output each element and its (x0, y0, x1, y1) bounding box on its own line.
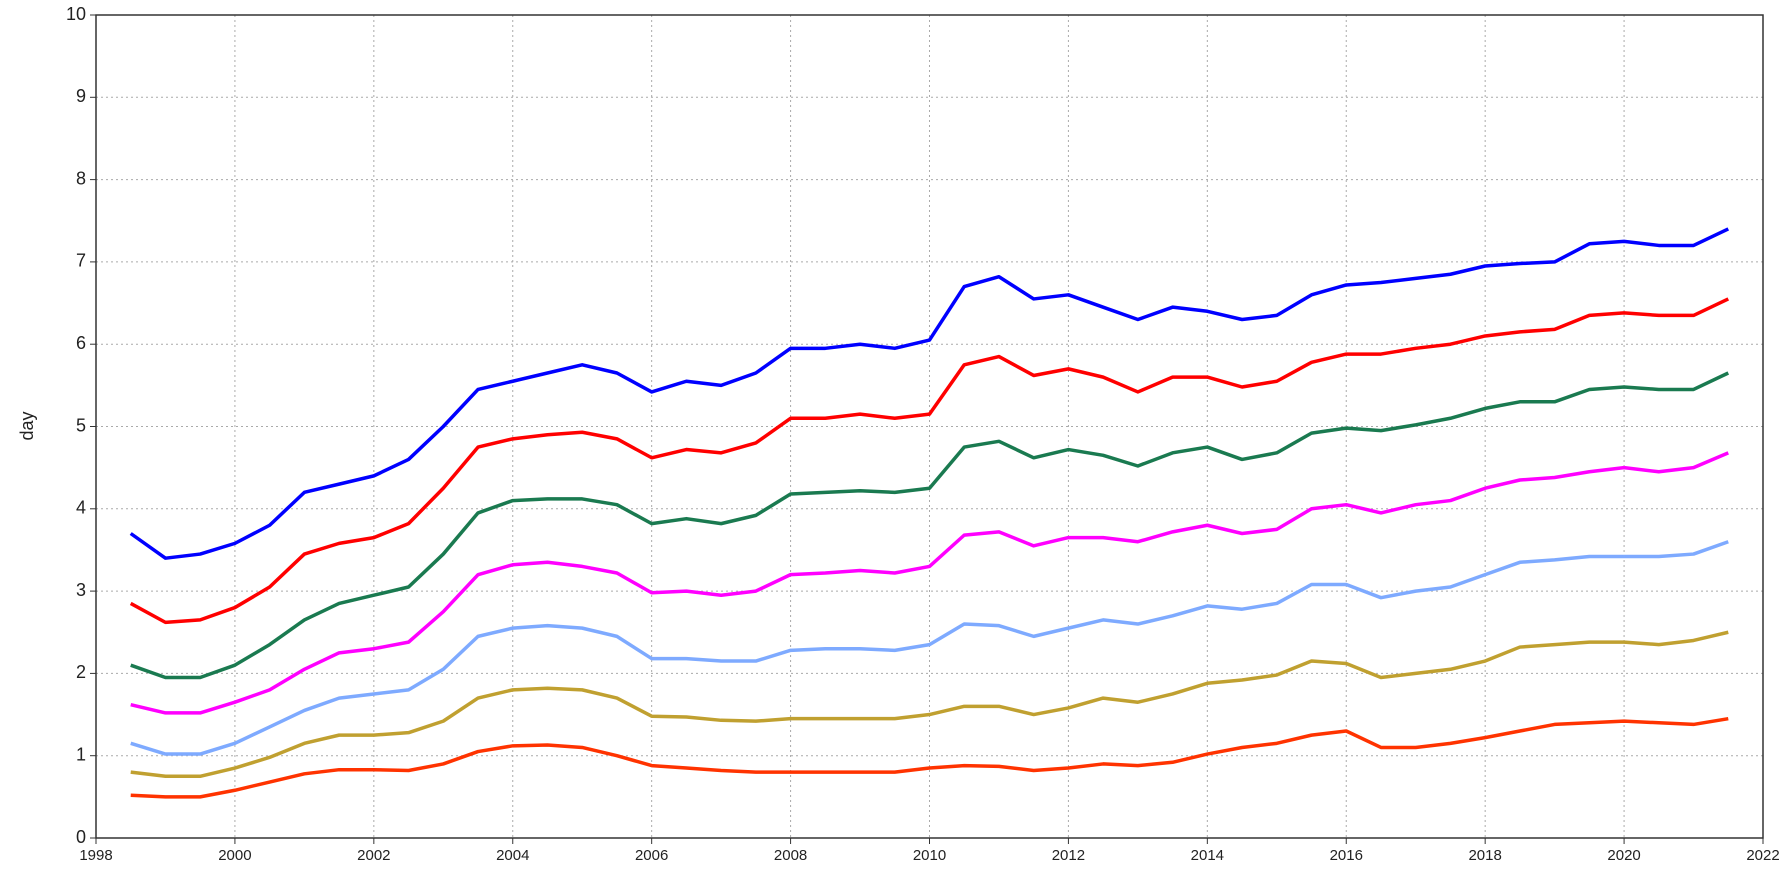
data-line (130, 371, 1730, 680)
x-tick-label: 2002 (357, 847, 390, 864)
y-axis-label: day (17, 411, 37, 440)
data-line (129, 227, 1730, 560)
x-tick-label: 2004 (496, 847, 529, 864)
x-tick-label: 2010 (913, 847, 946, 864)
x-tick-label: 1998 (79, 847, 112, 864)
y-tick-label: 2 (76, 662, 86, 682)
x-tick-label: 2008 (774, 847, 807, 864)
x-tick-label: 2000 (218, 847, 251, 864)
data-line (130, 716, 1729, 799)
x-tick-label: 2012 (1052, 847, 1085, 864)
y-tick-label: 3 (76, 580, 86, 600)
data-line (130, 630, 1729, 779)
y-tick-label: 0 (76, 827, 86, 847)
y-tick-label: 7 (76, 251, 86, 271)
x-tick-label: 2020 (1607, 847, 1640, 864)
y-tick-label: 10 (66, 4, 86, 24)
y-tick-label: 6 (76, 333, 86, 353)
plot-frame (95, 14, 1764, 839)
x-tick-label: 2014 (1191, 847, 1224, 864)
y-tick-label: 1 (76, 744, 86, 764)
y-tick-label: 8 (76, 168, 86, 188)
y-tick-label: 4 (76, 498, 86, 518)
data-line (129, 297, 1730, 625)
x-tick-label: 2016 (1330, 847, 1363, 864)
data-line (130, 540, 1729, 756)
x-tick-label: 2006 (635, 847, 668, 864)
x-tick-label: 2018 (1468, 847, 1501, 864)
y-tick-label: 9 (76, 86, 86, 106)
x-tick-label: 2022 (1746, 847, 1779, 864)
data-line (130, 451, 1729, 715)
y-tick-label: 5 (76, 415, 86, 435)
